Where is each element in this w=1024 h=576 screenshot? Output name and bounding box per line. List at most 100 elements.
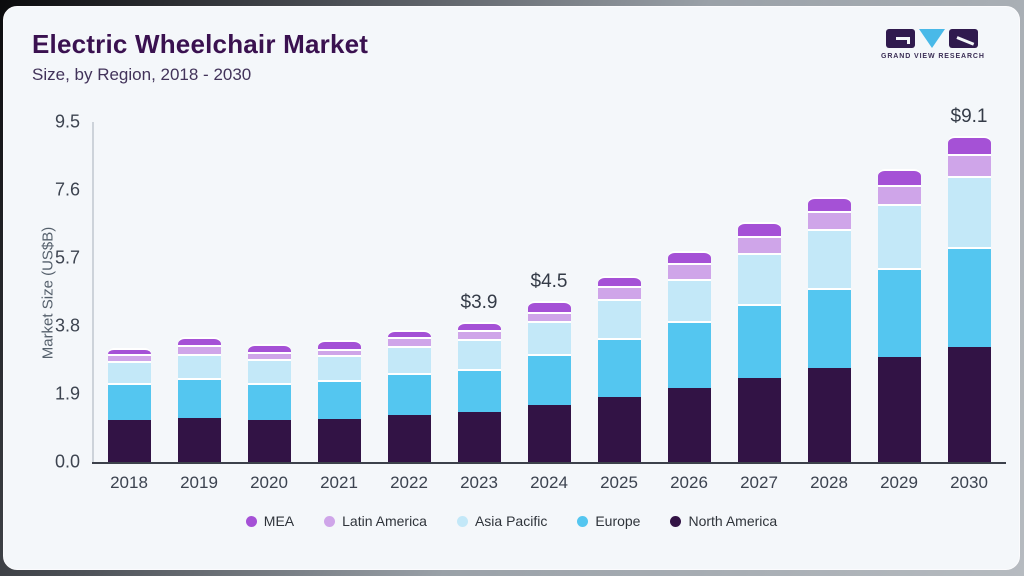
logo-glyph <box>907 37 910 44</box>
bar-segment-asia-pacific <box>877 203 921 268</box>
bar-stack-2025 <box>597 275 641 462</box>
bar-segment-north-america <box>317 418 361 462</box>
bar-slot-2025 <box>584 122 654 462</box>
legend-swatch-icon <box>577 515 589 527</box>
bar-segment-north-america <box>947 347 991 462</box>
bar-slot-2028 <box>794 122 864 462</box>
x-axis-year-label: 2021 <box>320 473 358 492</box>
bar-segment-latin-america <box>317 348 361 355</box>
bar-stack-2028 <box>807 197 851 462</box>
logo-glyph <box>896 37 910 40</box>
bar-segment-europe <box>947 247 991 348</box>
bar-segment-asia-pacific <box>597 299 641 339</box>
legend-swatch-icon <box>456 515 468 527</box>
x-axis-year-label: 2028 <box>810 473 848 492</box>
bar-segment-north-america <box>667 387 711 462</box>
bar-segment-mea <box>667 250 711 264</box>
bar-segment-latin-america <box>177 345 221 354</box>
bar-segment-north-america <box>527 404 571 462</box>
y-axis-tick-label: 5.7 <box>54 247 80 268</box>
bar-segment-asia-pacific <box>387 345 431 374</box>
bar-segment-asia-pacific <box>667 278 711 322</box>
bar-stack-2030 <box>947 136 991 462</box>
value-label-2024: $4.5 <box>530 270 568 292</box>
bar-stack-2022 <box>387 329 431 462</box>
x-axis-year-label: 2030 <box>950 473 988 492</box>
legend: MEA Latin America Asia Pacific Europe North … <box>4 513 1019 529</box>
value-label-2023: $3.9 <box>460 292 498 314</box>
bar-segment-north-america <box>457 412 501 462</box>
x-axis-line <box>92 462 1006 464</box>
x-axis-year-label: 2020 <box>250 473 288 492</box>
bar-slot-2030 <box>934 122 1004 462</box>
bar-segment-latin-america <box>807 211 851 230</box>
bar-stack-2029 <box>877 168 921 462</box>
bar-segment-latin-america <box>597 285 641 300</box>
bar-slot-2029 <box>864 122 934 462</box>
bar-slot-2019 <box>164 122 234 462</box>
bar-segment-asia-pacific <box>247 358 291 384</box>
legend-label: Latin America <box>342 513 427 529</box>
gvr-logo-letter-g-icon <box>886 29 915 48</box>
bar-segment-europe <box>387 373 431 415</box>
bar-stack-2020 <box>247 343 291 462</box>
y-axis-tick-label: 7.6 <box>54 179 80 200</box>
bar-slot-2026 <box>654 122 724 462</box>
bar-segment-latin-america <box>457 329 501 340</box>
bar-segment-latin-america <box>667 263 711 279</box>
legend-item-latin-america: Latin America <box>324 513 427 529</box>
bar-segment-mea <box>177 336 221 346</box>
bar-segment-asia-pacific <box>107 361 151 383</box>
bar-stack-2024 <box>527 300 571 462</box>
bar-segment-mea <box>737 222 781 237</box>
bar-segment-mea <box>527 300 571 312</box>
legend-label: Asia Pacific <box>474 513 548 529</box>
bar-segment-latin-america <box>107 354 151 362</box>
bar-segment-asia-pacific <box>177 353 221 378</box>
legend-swatch-icon <box>324 515 336 527</box>
legend-item-mea: MEA <box>245 513 295 529</box>
bar-segment-europe <box>457 368 501 413</box>
bar-segment-europe <box>317 380 361 419</box>
bar-segment-asia-pacific <box>737 252 781 304</box>
legend-label: MEA <box>263 513 295 529</box>
gvr-logo-letter-r-icon <box>949 29 978 48</box>
bar-segment-mea <box>457 322 501 330</box>
bar-segment-north-america <box>177 418 221 462</box>
bar-segment-asia-pacific <box>457 339 501 369</box>
bar-segment-mea <box>597 275 641 286</box>
bar-slot-2022 <box>374 122 444 462</box>
chart-card: Electric Wheelchair Market Size, by Regi… <box>3 6 1020 570</box>
bar-segment-europe <box>737 303 781 378</box>
x-axis-year-label: 2025 <box>600 473 638 492</box>
x-axis-labels: 2018 2019 2020 2021 2022 2023 2024 2025 2026 2027… <box>94 473 1004 493</box>
bar-stack-2027 <box>737 222 781 462</box>
bar-slot-2023 <box>444 122 514 462</box>
bar-segment-europe <box>807 288 851 368</box>
legend-swatch-icon <box>670 515 682 527</box>
bar-plot-area <box>94 122 1004 462</box>
bar-segment-latin-america <box>947 154 991 177</box>
bar-segment-europe <box>527 354 571 405</box>
legend-label: Europe <box>595 513 641 529</box>
bar-segment-latin-america <box>877 185 921 204</box>
legend-label: North America <box>688 513 778 529</box>
bar-slot-2020 <box>234 122 304 462</box>
x-axis-year-label: 2023 <box>460 473 498 492</box>
bar-segment-europe <box>877 267 921 358</box>
value-label-2030: $9.1 <box>950 106 988 128</box>
bar-stack-2026 <box>667 250 711 462</box>
bar-segment-mea <box>807 197 851 212</box>
bar-segment-asia-pacific <box>317 354 361 381</box>
x-axis-year-label: 2029 <box>880 473 918 492</box>
y-axis-line <box>92 122 94 462</box>
bar-segment-mea <box>107 347 151 355</box>
bar-slot-2027 <box>724 122 794 462</box>
bar-segment-north-america <box>247 419 291 462</box>
bar-segment-mea <box>317 340 361 349</box>
y-axis-tick-label: 0.0 <box>54 451 80 472</box>
bar-segment-mea <box>387 329 431 338</box>
x-axis-year-label: 2019 <box>180 473 218 492</box>
page-title: Electric Wheelchair Market <box>32 29 369 59</box>
brand-name: GRAND VIEW RESEARCH <box>881 53 985 60</box>
